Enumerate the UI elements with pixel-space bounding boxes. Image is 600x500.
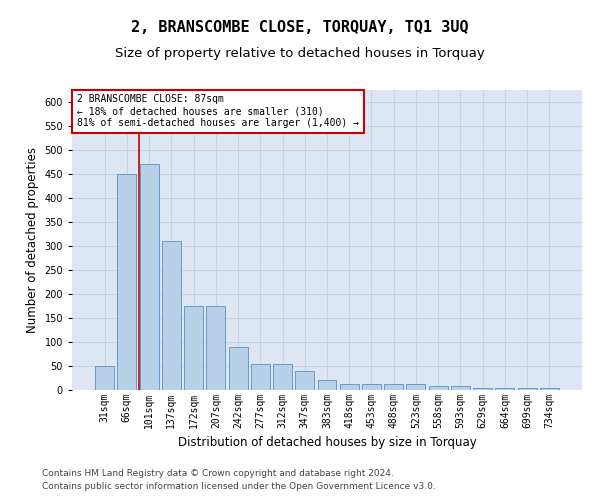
Text: Contains HM Land Registry data © Crown copyright and database right 2024.: Contains HM Land Registry data © Crown c… [42, 468, 394, 477]
Bar [140, 164, 158, 390]
Bar [229, 347, 248, 390]
Bar [317, 380, 337, 390]
Bar [496, 388, 514, 390]
Bar [362, 384, 381, 390]
Bar [429, 386, 448, 390]
Bar [340, 384, 359, 390]
Text: Contains public sector information licensed under the Open Government Licence v3: Contains public sector information licen… [42, 482, 436, 491]
Y-axis label: Number of detached properties: Number of detached properties [26, 147, 39, 333]
Bar [95, 366, 114, 390]
Text: 2, BRANSCOMBE CLOSE, TORQUAY, TQ1 3UQ: 2, BRANSCOMBE CLOSE, TORQUAY, TQ1 3UQ [131, 20, 469, 35]
Bar [384, 384, 403, 390]
Bar [451, 386, 470, 390]
Text: Size of property relative to detached houses in Torquay: Size of property relative to detached ho… [115, 48, 485, 60]
Bar [295, 371, 314, 390]
Bar [540, 388, 559, 390]
Bar [518, 388, 536, 390]
Bar [118, 174, 136, 390]
Bar [162, 241, 181, 390]
Bar [473, 388, 492, 390]
X-axis label: Distribution of detached houses by size in Torquay: Distribution of detached houses by size … [178, 436, 476, 450]
Bar [406, 384, 425, 390]
Bar [184, 306, 203, 390]
Text: 2 BRANSCOMBE CLOSE: 87sqm
← 18% of detached houses are smaller (310)
81% of semi: 2 BRANSCOMBE CLOSE: 87sqm ← 18% of detac… [77, 94, 359, 128]
Bar [251, 364, 270, 390]
Bar [206, 306, 225, 390]
Bar [273, 364, 292, 390]
